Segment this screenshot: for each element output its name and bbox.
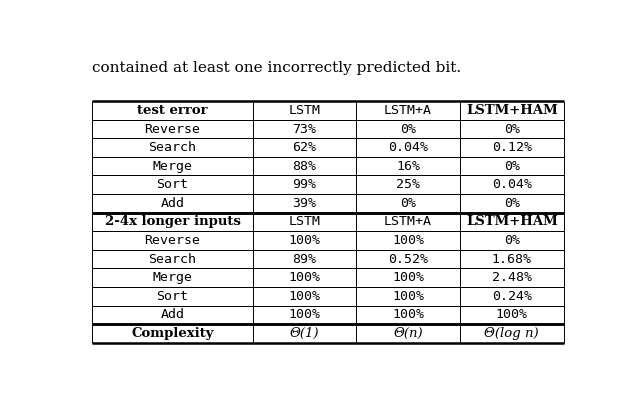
Text: Sort: Sort (157, 290, 189, 303)
Text: 100%: 100% (289, 271, 321, 284)
Text: LSTM+A: LSTM+A (384, 215, 432, 228)
Text: Θ(n): Θ(n) (394, 327, 423, 340)
Text: 0.52%: 0.52% (388, 253, 428, 265)
Text: test error: test error (137, 104, 208, 117)
Text: 88%: 88% (292, 160, 316, 173)
Text: Reverse: Reverse (145, 123, 200, 136)
Text: 0%: 0% (504, 197, 520, 210)
Text: Merge: Merge (152, 160, 193, 173)
Text: 0%: 0% (504, 160, 520, 173)
Text: 100%: 100% (392, 308, 424, 321)
Text: Complexity: Complexity (131, 327, 214, 340)
Text: 100%: 100% (496, 308, 528, 321)
Text: 100%: 100% (392, 234, 424, 247)
Text: 100%: 100% (289, 290, 321, 303)
Text: 100%: 100% (289, 308, 321, 321)
Text: 16%: 16% (396, 160, 420, 173)
Text: 73%: 73% (292, 123, 316, 136)
Text: 39%: 39% (292, 197, 316, 210)
Text: Merge: Merge (152, 271, 193, 284)
Text: Add: Add (161, 308, 184, 321)
Text: 100%: 100% (289, 234, 321, 247)
Text: LSTM+A: LSTM+A (384, 104, 432, 117)
Text: 100%: 100% (392, 271, 424, 284)
Text: 0.04%: 0.04% (388, 141, 428, 154)
Text: 2.48%: 2.48% (492, 271, 532, 284)
Text: LSTM: LSTM (289, 215, 321, 228)
Text: 0%: 0% (504, 123, 520, 136)
Text: Sort: Sort (157, 178, 189, 191)
Text: 1.68%: 1.68% (492, 253, 532, 265)
Text: 0.12%: 0.12% (492, 141, 532, 154)
Text: 0%: 0% (400, 197, 416, 210)
Text: LSTM+HAM: LSTM+HAM (466, 104, 557, 117)
Text: 62%: 62% (292, 141, 316, 154)
Text: Θ(log n): Θ(log n) (484, 327, 539, 340)
Text: Add: Add (161, 197, 184, 210)
Text: LSTM: LSTM (289, 104, 321, 117)
Text: 0.24%: 0.24% (492, 290, 532, 303)
Text: LSTM+HAM: LSTM+HAM (466, 215, 557, 228)
Text: Search: Search (148, 141, 196, 154)
Text: Search: Search (148, 253, 196, 265)
Text: 0%: 0% (504, 234, 520, 247)
Text: Reverse: Reverse (145, 234, 200, 247)
Text: 0%: 0% (400, 123, 416, 136)
Text: contained at least one incorrectly predicted bit.: contained at least one incorrectly predi… (92, 61, 461, 75)
Text: 0.04%: 0.04% (492, 178, 532, 191)
Text: 89%: 89% (292, 253, 316, 265)
Text: 2-4x longer inputs: 2-4x longer inputs (104, 215, 241, 228)
Text: 100%: 100% (392, 290, 424, 303)
Text: Θ(1): Θ(1) (290, 327, 319, 340)
Text: 99%: 99% (292, 178, 316, 191)
Text: 25%: 25% (396, 178, 420, 191)
